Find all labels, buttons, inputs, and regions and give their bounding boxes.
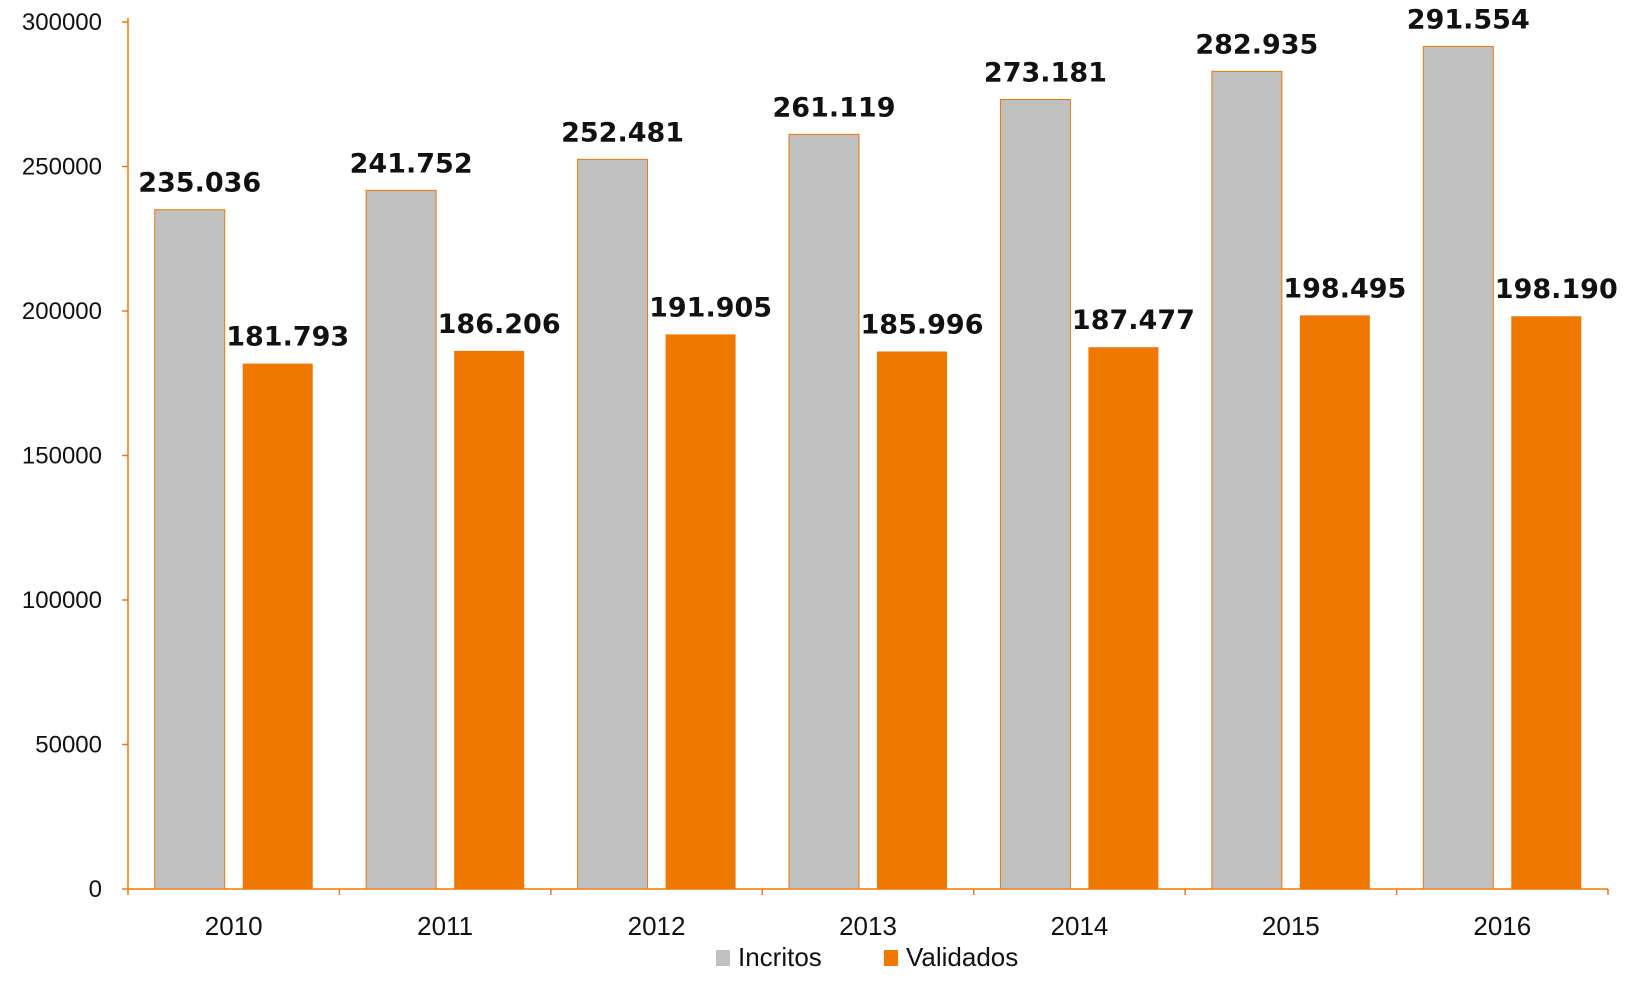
data-label: 181.793 [226, 322, 349, 353]
x-tick-label: 2010 [205, 911, 263, 941]
bar-validados-2011 [454, 350, 525, 890]
bar-incritos-2012 [577, 158, 649, 890]
bar-validados-2016 [1511, 316, 1582, 889]
x-tick-label: 2013 [839, 911, 897, 941]
x-tick-label: 2011 [417, 911, 473, 941]
bar-incritos-2015 [1211, 70, 1283, 890]
data-label: 235.036 [138, 168, 261, 199]
bar-incritos-2014 [999, 99, 1071, 890]
legend-label: Incritos [738, 942, 822, 972]
legend-swatch-validados [884, 950, 898, 966]
bar-validados-2013 [877, 351, 947, 889]
data-label: 291.554 [1407, 4, 1530, 35]
data-label: 191.905 [649, 292, 772, 323]
data-label: 198.190 [1495, 274, 1618, 305]
y-tick-label: 200000 [22, 298, 102, 325]
y-tick-label: 50000 [35, 732, 102, 759]
data-label: 282.935 [1195, 29, 1318, 60]
legend-label: Validados [906, 942, 1018, 972]
y-tick-label: 150000 [22, 443, 102, 470]
bar-incritos-2011 [365, 189, 437, 890]
data-label: 185.996 [861, 309, 984, 340]
x-tick-label: 2015 [1262, 911, 1320, 941]
bar-validados-2010 [242, 363, 313, 889]
bar-incritos-2016 [1422, 45, 1494, 890]
x-tick-label: 2016 [1473, 911, 1531, 941]
data-label: 186.206 [438, 309, 561, 340]
bar-incritos-2013 [788, 133, 860, 890]
legend-swatch-incritos [716, 950, 730, 966]
bar-validados-2012 [665, 334, 736, 890]
bar-validados-2014 [1088, 347, 1159, 889]
y-tick-label: 250000 [22, 154, 102, 181]
x-tick-label: 2014 [1051, 911, 1109, 941]
data-label: 252.481 [561, 117, 684, 148]
y-tick-label: 100000 [22, 587, 102, 614]
data-label: 241.752 [350, 148, 473, 179]
data-label: 273.181 [984, 58, 1107, 89]
data-label: 187.477 [1072, 305, 1195, 336]
bar-validados-2015 [1299, 315, 1370, 889]
y-tick-label: 300000 [22, 9, 102, 36]
y-tick-label: 0 [89, 876, 102, 903]
data-label: 261.119 [773, 92, 896, 123]
data-label: 198.495 [1283, 273, 1406, 304]
bar-incritos-2010 [154, 209, 226, 890]
x-tick-label: 2012 [628, 911, 686, 941]
